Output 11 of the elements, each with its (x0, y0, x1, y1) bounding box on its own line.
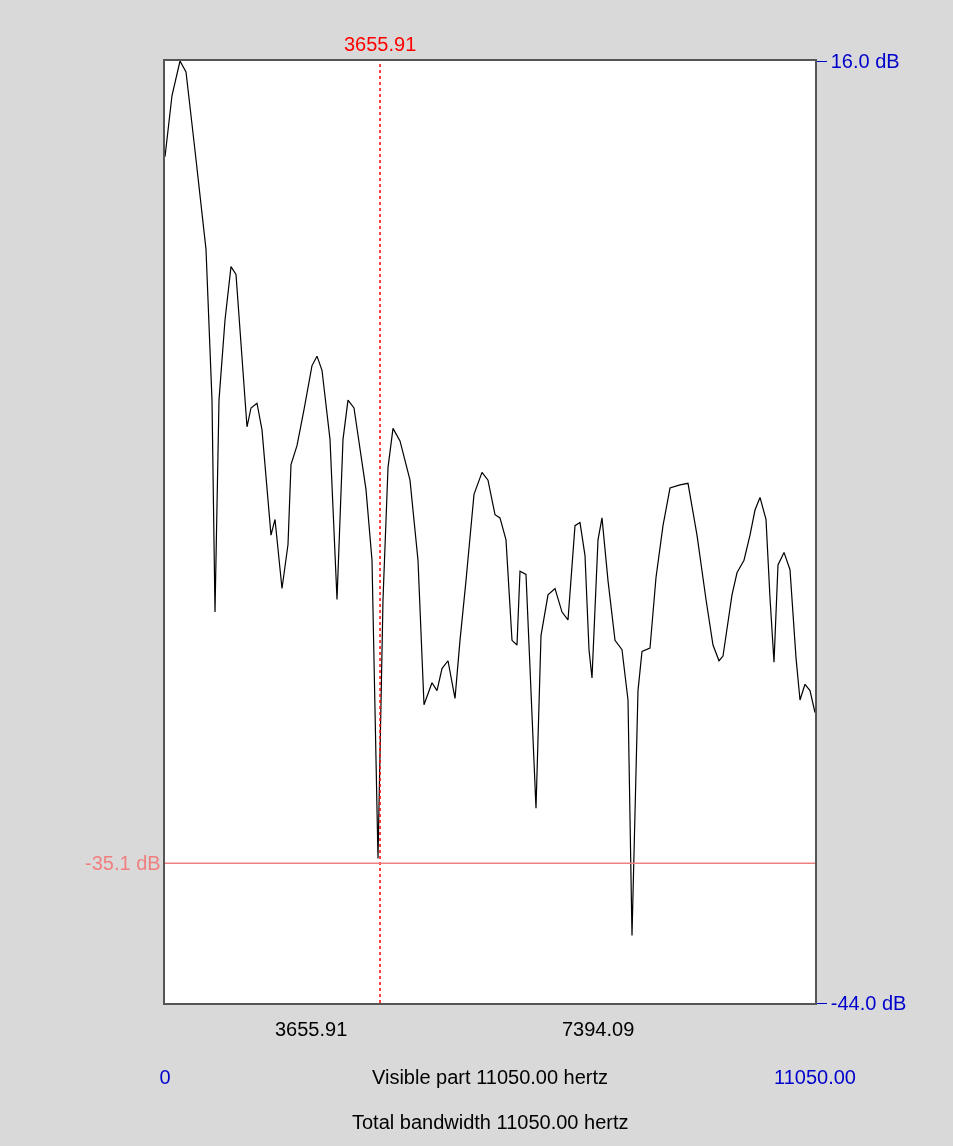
text: 7394.09 (562, 1018, 635, 1040)
text: 3655.91 (275, 1018, 348, 1040)
y-tick-label: -44.0 dB (830, 992, 907, 1014)
x-tick-label: 0 (159, 1065, 171, 1088)
line-series (165, 61, 815, 937)
ref-line-label: 3655.91 (344, 33, 417, 55)
ref-line-label: -35.1 dB (85, 852, 161, 874)
x-tick-label: 11050.00 (774, 1065, 856, 1088)
text: Total bandwidth 11050.00 hertz (352, 1111, 629, 1133)
text: Visible part 11050.00 hertz (372, 1066, 609, 1088)
y-tick-label: 16.0 dB (830, 50, 900, 72)
